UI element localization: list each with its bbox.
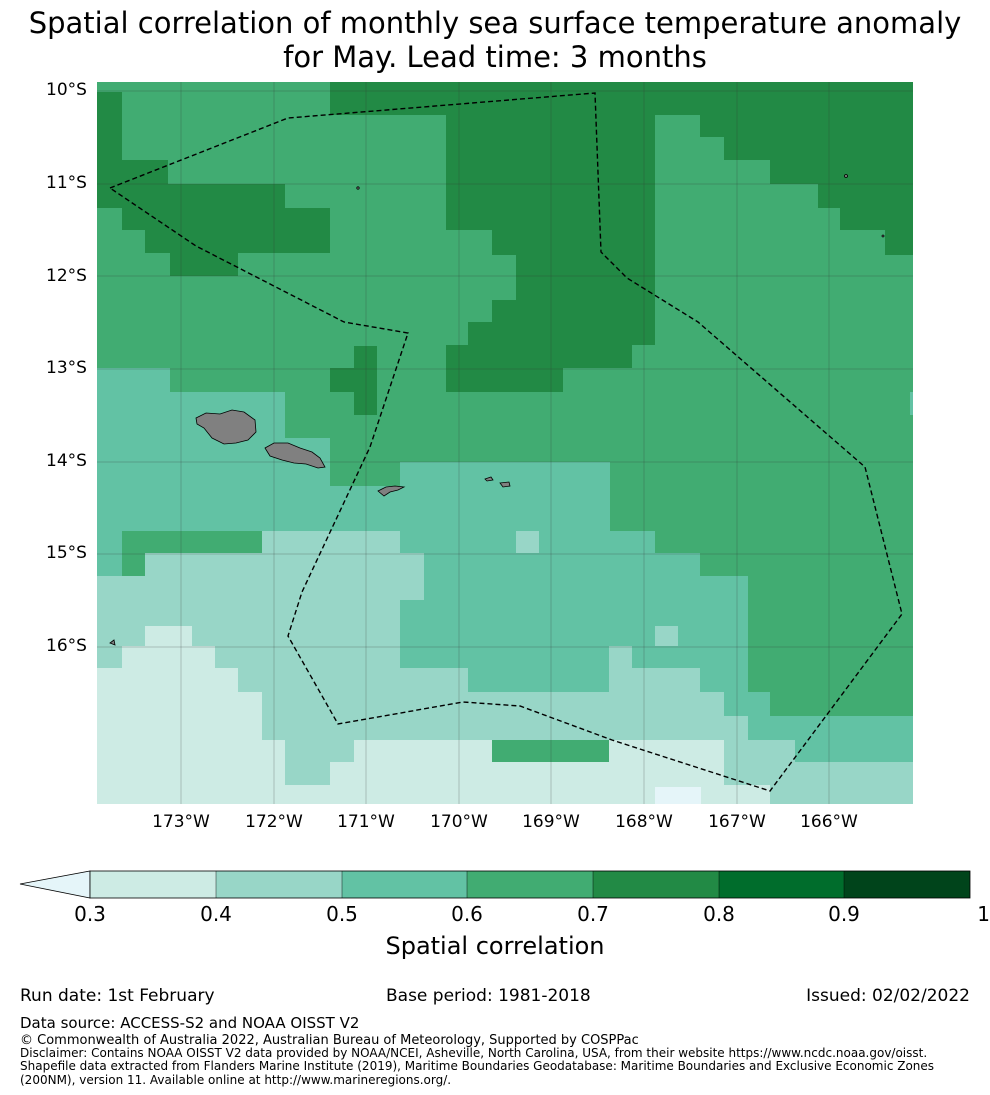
island-small-ne	[844, 174, 848, 178]
colorbar-tick-0.4: 0.4	[200, 902, 232, 926]
lon-label-171w: 171°W	[337, 812, 395, 832]
disclaimer-line-3: (200NM), version 11. Available online at…	[20, 1073, 452, 1087]
field-band-0.4-0.5	[97, 531, 913, 804]
lat-label-14s: 14°S	[46, 451, 87, 471]
data-source: Data source: ACCESS-S2 and NOAA OISST V2	[20, 1014, 360, 1032]
lat-label-16s: 16°S	[46, 636, 87, 656]
lon-label-167w: 167°W	[708, 812, 766, 832]
disclaimer-line-1: Disclaimer: Contains NOAA OISST V2 data …	[20, 1046, 928, 1060]
lon-label-169w: 169°W	[522, 812, 580, 832]
colorbar-label: Spatial correlation	[385, 932, 605, 960]
field-band-0.3-0.4	[97, 626, 770, 804]
lat-label-10s: 10°S	[46, 80, 87, 100]
colorbar-tick-0.8: 0.8	[703, 902, 735, 926]
lon-label-168w: 168°W	[615, 812, 673, 832]
lon-label-166w: 166°W	[800, 812, 858, 832]
island-upolu	[264, 442, 326, 469]
island-small-e	[881, 234, 885, 238]
field-band-0.5-0.6	[97, 368, 913, 762]
lat-label-13s: 13°S	[46, 358, 87, 378]
island-savaii	[195, 409, 257, 445]
colorbar-segment-0.8-0.9	[719, 871, 844, 898]
colorbar-tick-0.9: 0.9	[828, 902, 860, 926]
colorbar	[19, 870, 971, 899]
land-islands	[109, 174, 885, 646]
colorbar-tick-0.7: 0.7	[577, 902, 609, 926]
island-small-sw	[109, 639, 116, 646]
colorbar-segment-0.6-0.7	[467, 871, 593, 898]
colorbar-segment-0.9-1	[844, 871, 970, 898]
colorbar-segment-0.7-0.8	[593, 871, 719, 898]
colorbar-segment-0.3-0.4	[90, 871, 216, 898]
chart-title-line-1: Spatial correlation of monthly sea surfa…	[28, 6, 962, 40]
colorbar-tick-0.3: 0.3	[74, 902, 106, 926]
lat-label-15s: 15°S	[46, 543, 87, 563]
lat-label-12s: 12°S	[46, 266, 87, 286]
eez-boundary-line	[108, 92, 903, 792]
colorbar-segment-0.5-0.6	[342, 871, 467, 898]
base-period: Base period: 1981-2018	[386, 986, 591, 1006]
run-date: Run date: 1st February	[20, 986, 215, 1006]
island-manua-2	[499, 481, 511, 488]
colorbar-tick-1: 1	[977, 902, 990, 926]
island-manua-1	[484, 476, 494, 482]
island-swains	[356, 186, 360, 190]
correlation-field	[97, 82, 913, 804]
lat-label-11s: 11°S	[46, 173, 87, 193]
chart-title-line-2: for May. Lead time: 3 months	[283, 40, 707, 74]
island-tutuila	[377, 485, 406, 497]
colorbar-tick-0.6: 0.6	[451, 902, 483, 926]
lon-label-173w: 173°W	[152, 812, 210, 832]
lon-label-170w: 170°W	[430, 812, 488, 832]
colorbar-extend-arrow	[19, 870, 91, 899]
disclaimer-line-2: Shapefile data extracted from Flanders M…	[20, 1059, 935, 1073]
lon-label-172w: 172°W	[245, 812, 303, 832]
copyright-notice: © Commonwealth of Australia 2022, Austra…	[20, 1033, 639, 1048]
colorbar-tick-0.5: 0.5	[326, 902, 358, 926]
colorbar-segment-0.4-0.5	[216, 871, 342, 898]
issued-date: Issued: 02/02/2022	[806, 986, 970, 1006]
field-below-0.3	[655, 787, 701, 804]
